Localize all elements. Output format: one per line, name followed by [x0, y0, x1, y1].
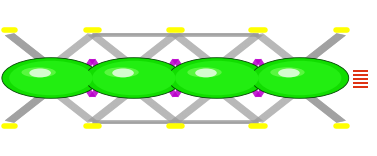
Circle shape [168, 58, 266, 98]
Circle shape [92, 61, 176, 95]
Ellipse shape [270, 67, 305, 77]
Circle shape [85, 58, 183, 98]
Circle shape [175, 61, 258, 95]
Ellipse shape [104, 67, 139, 77]
Circle shape [29, 68, 51, 77]
Ellipse shape [187, 67, 222, 77]
Circle shape [112, 68, 134, 77]
Circle shape [195, 68, 217, 77]
Circle shape [9, 61, 93, 95]
Circle shape [278, 68, 300, 77]
Circle shape [251, 58, 349, 98]
Circle shape [2, 58, 100, 98]
Circle shape [258, 61, 342, 95]
Ellipse shape [21, 67, 56, 77]
